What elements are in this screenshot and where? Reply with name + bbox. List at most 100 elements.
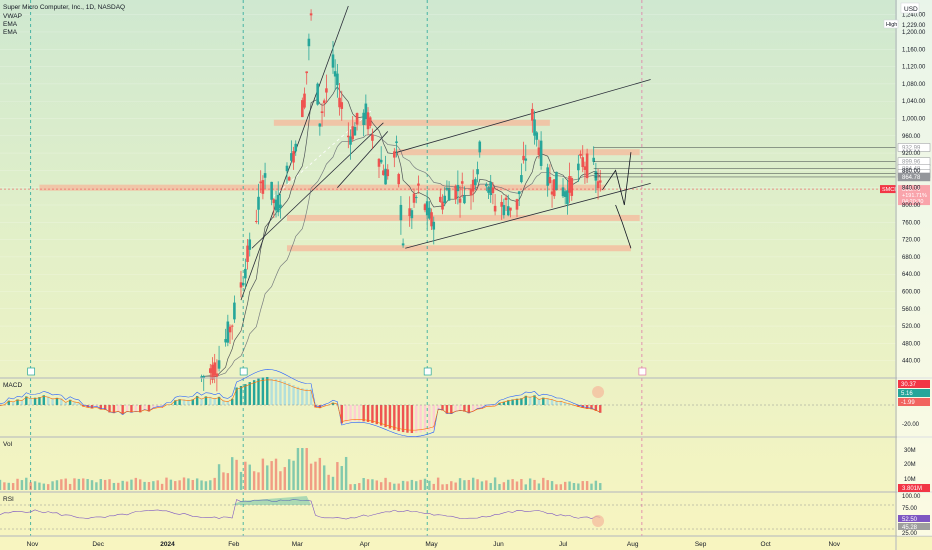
volume-bar [507,479,510,490]
candle-body [272,199,276,204]
price-tick-label: 840.00 [902,186,921,192]
macd-bar [467,405,471,414]
indicator-ema-1[interactable]: EMA [3,21,18,28]
macd-bar [528,396,532,405]
price-tick-label: 1,160.00 [902,47,926,53]
macd-bar [388,405,392,429]
candle-body [596,181,600,189]
candle-body [241,282,245,286]
volume-bar [379,482,383,490]
volume-bar [108,479,111,490]
volume-bar [371,479,374,490]
volume-bar [95,482,98,490]
candle-body [598,180,602,183]
trendline [251,122,384,249]
candle-body [320,111,324,114]
volume-bar [77,478,81,490]
macd-bar [485,405,488,407]
volume-bar [502,482,506,490]
volume-bar [533,479,536,490]
macd-bar [261,377,265,405]
price-tick-label: 600.00 [902,289,921,295]
macd-bar [68,399,72,405]
candle-body [248,239,252,250]
macd-bar [428,405,431,431]
volume-bar [99,479,102,490]
volume-bar [139,479,142,490]
volume-bar [467,479,471,490]
volume-bar [165,477,168,490]
candle-body [423,204,427,211]
macd-bar [564,402,567,405]
volume-bar [314,461,317,490]
candle-body [425,201,429,216]
volume-pane [0,448,602,490]
macd-bar [77,402,81,405]
candle-body [303,93,306,108]
candle-body [566,190,569,205]
candle-body [412,193,416,203]
price-tick-label: 920.00 [902,151,921,157]
candle-body [393,151,396,158]
macd-bar [419,405,422,433]
volume-bar [323,465,326,490]
price-tick-label: 1,240.00 [902,13,926,19]
indicator-ema-2[interactable]: EMA [3,29,18,36]
macd-bar [296,386,300,405]
macd-bar [542,397,545,405]
vol-tick-10m: 10M [904,477,916,483]
macd-bar [195,395,199,405]
time-axis[interactable]: Nov Dec 2024 Feb Mar Apr May Jun Jul Aug Sep Oct Nov [27,541,841,548]
volume-bar [121,480,124,490]
candle-body [379,159,383,163]
volume-bar [384,477,387,490]
macd-bar [358,405,361,422]
candle-body [325,88,328,93]
volume-bar [156,480,159,490]
indicator-vwap[interactable]: VWAP [3,13,22,20]
macd-bar [60,398,63,405]
macd-bar [139,405,142,413]
volume-bar [257,472,260,490]
vol-current: 3.801M [902,486,922,492]
candle-body [471,179,475,192]
volume-bar [415,481,418,490]
volume-bar [476,479,479,490]
price-tick-label: 1,000.00 [902,116,926,122]
candle-body [454,185,457,200]
support-resistance-zones [39,119,640,252]
rsi-tick-100: 100.00 [902,494,921,500]
volume-bar [68,483,72,490]
candle-body [539,140,543,166]
rsi-label[interactable]: RSI [3,496,14,503]
macd-label[interactable]: MACD [3,382,22,389]
vol-label[interactable]: Vol [3,441,13,448]
macd-bar [344,405,348,423]
macd-bar [209,396,212,405]
macd-bar [353,405,357,422]
volume-bar [397,483,400,490]
volume-bar [572,483,576,490]
volume-bar [599,483,602,490]
candle-body [417,183,420,186]
candle-body [318,123,322,127]
candlesticks [200,9,602,392]
volume-bar [463,480,466,490]
macd-bar [375,405,379,425]
candle-body [552,179,556,197]
candle-body [447,188,451,201]
volume-bar [73,478,76,490]
macd-bar [191,399,194,405]
candle-body [579,153,582,156]
currency-button[interactable] [900,2,920,14]
symbol-title[interactable]: Super Micro Computer, Inc., 1D, NASDAQ [3,4,125,11]
macd-bar [585,405,589,409]
volume-bar [200,480,203,490]
price-axis[interactable] [897,0,932,536]
macd-bar [117,405,120,412]
macd-bar [222,400,225,405]
macd-bar [239,385,243,405]
volume-bar [309,463,313,490]
rsi-value-a-tag [898,515,930,522]
macd-bar [507,400,510,405]
